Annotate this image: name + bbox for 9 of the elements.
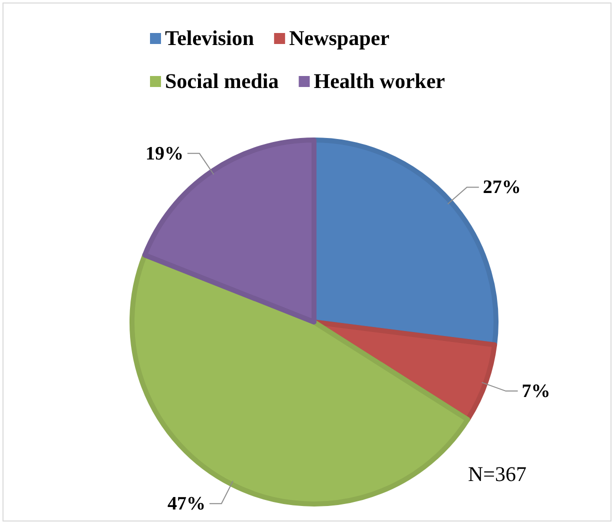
data-label: 27% <box>482 177 521 198</box>
legend-label: Social media <box>165 69 280 93</box>
data-label: 7% <box>522 381 550 402</box>
data-label: 47% <box>167 494 206 515</box>
data-label: 19% <box>145 143 184 164</box>
legend-label: Health worker <box>314 69 445 93</box>
text: N=367 <box>468 462 527 486</box>
legend-label: Television <box>165 26 254 50</box>
legend-label: Newspaper <box>289 26 390 50</box>
